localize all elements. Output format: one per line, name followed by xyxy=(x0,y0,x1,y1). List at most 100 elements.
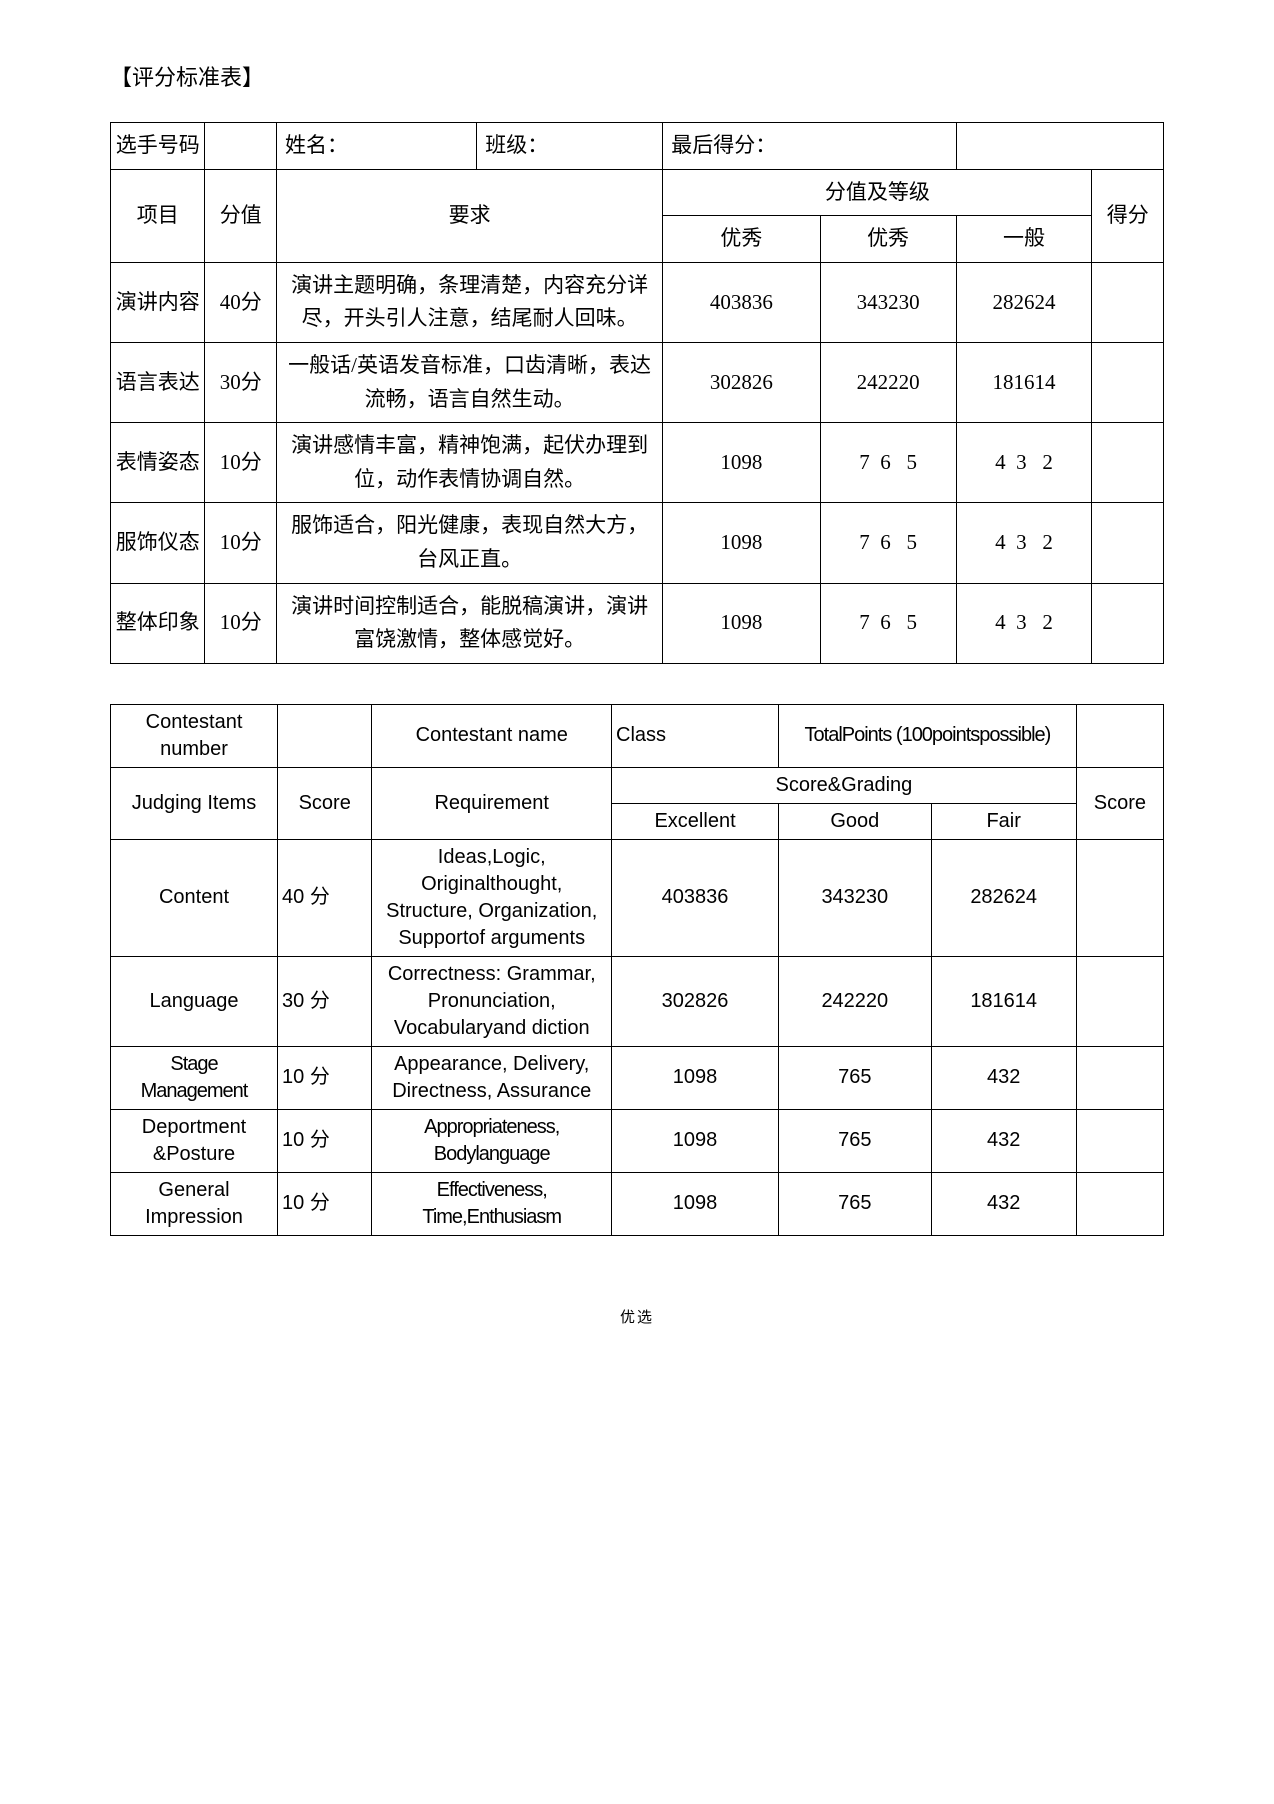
table-row: 表情姿态 10分 演讲感情丰富，精神饱满，起伏办理到位，动作表情协调自然。 10… xyxy=(111,423,1164,503)
grade-fair: 一般 xyxy=(956,216,1092,263)
score: 40 分 xyxy=(278,839,372,956)
grade-excellent: Excellent xyxy=(612,803,779,839)
grade-good: Good xyxy=(779,803,932,839)
sc xyxy=(1092,262,1164,342)
item: Stage Management xyxy=(111,1046,278,1109)
v1: 1098 xyxy=(663,503,820,583)
v3: 181614 xyxy=(931,956,1076,1046)
v3: 432 xyxy=(931,1046,1076,1109)
v3: 4 3 2 xyxy=(956,503,1092,583)
score: 10分 xyxy=(205,583,277,663)
score: 10 分 xyxy=(278,1109,372,1172)
v1: 403836 xyxy=(663,262,820,342)
score: 10分 xyxy=(205,503,277,583)
req: Effectiveness, Time,Enthusiasm xyxy=(372,1172,612,1235)
table-row: Deportment &Posture 10 分 Appropriateness… xyxy=(111,1109,1164,1172)
v2: 765 xyxy=(779,1046,932,1109)
page-footer: 优选 xyxy=(110,1306,1164,1327)
sc xyxy=(1076,956,1163,1046)
table-row-header2: Judging Items Score Requirement Score&Gr… xyxy=(111,767,1164,803)
score: 10 分 xyxy=(278,1046,372,1109)
table-row: 演讲内容 40分 演讲主题明确，条理清楚，内容充分详尽，开头引人注意，结尾耐人回… xyxy=(111,262,1164,342)
table-row: General Impression 10 分 Effectiveness, T… xyxy=(111,1172,1164,1235)
cell-empty xyxy=(956,123,1163,170)
cell-name: Contestant name xyxy=(372,704,612,767)
page-title: 【评分标准表】 xyxy=(110,60,1164,92)
v3: 432 xyxy=(931,1109,1076,1172)
item: Deportment &Posture xyxy=(111,1109,278,1172)
v3: 432 xyxy=(931,1172,1076,1235)
v3: 4 3 2 xyxy=(956,423,1092,503)
v1: 1098 xyxy=(612,1109,779,1172)
table-row: 整体印象 10分 演讲时间控制适合，能脱稿演讲，演讲富饶激情，整体感觉好。 10… xyxy=(111,583,1164,663)
grade-fair: Fair xyxy=(931,803,1076,839)
v2: 765 xyxy=(779,1109,932,1172)
v2: 343230 xyxy=(820,262,956,342)
sc xyxy=(1092,423,1164,503)
cell-name: 姓名： xyxy=(276,123,476,170)
v2: 242220 xyxy=(779,956,932,1046)
v1: 302826 xyxy=(612,956,779,1046)
req: Ideas,Logic, Originalthought, Structure,… xyxy=(372,839,612,956)
req: 服饰适合，阳光健康，表现自然大方，台风正直。 xyxy=(276,503,662,583)
table-row: Content 40 分 Ideas,Logic, Originalthough… xyxy=(111,839,1164,956)
v2: 7 6 5 xyxy=(820,423,956,503)
cell-final: TotalPoints (100pointspossible) xyxy=(779,704,1077,767)
item: General Impression xyxy=(111,1172,278,1235)
v2: 242220 xyxy=(820,342,956,422)
grade-excellent2: 优秀 xyxy=(820,216,956,263)
v1: 1098 xyxy=(663,583,820,663)
v3: 181614 xyxy=(956,342,1092,422)
item: 语言表达 xyxy=(111,342,205,422)
v1: 1098 xyxy=(663,423,820,503)
item: Language xyxy=(111,956,278,1046)
score: 40分 xyxy=(205,262,277,342)
cell-class: Class xyxy=(612,704,779,767)
cell-class: 班级： xyxy=(477,123,663,170)
v3: 282624 xyxy=(931,839,1076,956)
table-row: 服饰仪态 10分 服饰适合，阳光健康，表现自然大方，台风正直。 1098 7 6… xyxy=(111,503,1164,583)
cell-empty xyxy=(1076,704,1163,767)
cell-item-h: Judging Items xyxy=(111,767,278,839)
req: 一般话/英语发音标准，口齿清晰，表达流畅，语言自然生动。 xyxy=(276,342,662,422)
cell-grade-h: 分值及等级 xyxy=(663,169,1092,216)
sc xyxy=(1076,1172,1163,1235)
cell-req-h: Requirement xyxy=(372,767,612,839)
sc xyxy=(1092,583,1164,663)
scoring-table-cn: 选手号码 姓名： 班级： 最后得分： 项目 分值 要求 分值及等级 得分 优秀 … xyxy=(110,122,1164,664)
sc xyxy=(1092,503,1164,583)
sc xyxy=(1076,1046,1163,1109)
score: 10 分 xyxy=(278,1172,372,1235)
v1: 302826 xyxy=(663,342,820,422)
item: 整体印象 xyxy=(111,583,205,663)
table-row: 语言表达 30分 一般话/英语发音标准，口齿清晰，表达流畅，语言自然生动。 30… xyxy=(111,342,1164,422)
req: 演讲时间控制适合，能脱稿演讲，演讲富饶激情，整体感觉好。 xyxy=(276,583,662,663)
cell-contestant-no: 选手号码 xyxy=(111,123,205,170)
v2: 765 xyxy=(779,1172,932,1235)
scoring-table-en: Contestant number Contestant name Class … xyxy=(110,704,1164,1236)
v2: 7 6 5 xyxy=(820,583,956,663)
cell-contestant-no: Contestant number xyxy=(111,704,278,767)
v3: 4 3 2 xyxy=(956,583,1092,663)
v2: 7 6 5 xyxy=(820,503,956,583)
sc xyxy=(1076,839,1163,956)
item: Content xyxy=(111,839,278,956)
cell-defen-h: Score xyxy=(1076,767,1163,839)
cell-score-h: Score xyxy=(278,767,372,839)
score: 10分 xyxy=(205,423,277,503)
v3: 282624 xyxy=(956,262,1092,342)
table-row-header1: Contestant number Contestant name Class … xyxy=(111,704,1164,767)
table-row: Language 30 分 Correctness: Grammar, Pron… xyxy=(111,956,1164,1046)
cell-final: 最后得分： xyxy=(663,123,956,170)
score: 30分 xyxy=(205,342,277,422)
item: 表情姿态 xyxy=(111,423,205,503)
item: 演讲内容 xyxy=(111,262,205,342)
v1: 403836 xyxy=(612,839,779,956)
cell-grade-h: Score&Grading xyxy=(612,767,1077,803)
req: Appropriateness, Bodylanguage xyxy=(372,1109,612,1172)
v1: 1098 xyxy=(612,1046,779,1109)
cell-defen-h: 得分 xyxy=(1092,169,1164,262)
sc xyxy=(1076,1109,1163,1172)
v1: 1098 xyxy=(612,1172,779,1235)
v2: 343230 xyxy=(779,839,932,956)
